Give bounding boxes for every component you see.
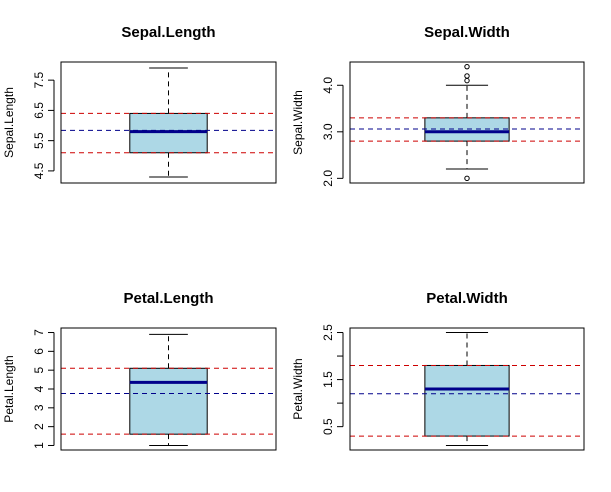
iqr-box [129, 112, 208, 154]
outlier-point [464, 73, 470, 79]
chart-title: Petal.Length [123, 290, 213, 307]
y-tick-label: 4.0 [321, 77, 335, 94]
panel-4: Petal.Width Petal.Width 0.5 1.5 2.5 [291, 290, 585, 451]
y-tick-label: 6.5 [32, 102, 46, 119]
iqr-box [424, 364, 510, 437]
outlier-point [464, 77, 470, 84]
panel-3: Petal.Length Petal.Length 1 2 3 4 5 6 7 [2, 290, 277, 451]
chart-title: Petal.Width [426, 290, 508, 307]
y-tick-label: 4.5 [32, 162, 46, 179]
y-axis-label: Petal.Length [2, 355, 16, 422]
plot-frame [349, 61, 585, 184]
chart-title: Sepal.Width [424, 24, 510, 41]
y-tick-label: 4 [32, 385, 46, 392]
plot-frame [349, 327, 585, 451]
y-axis-label: Sepal.Width [291, 90, 305, 155]
outlier-point [464, 63, 470, 70]
y-tick-label: 3.0 [321, 123, 335, 140]
y-tick-label: 7 [32, 329, 46, 336]
chart-title: Sepal.Length [121, 24, 215, 41]
y-axis-label: Sepal.Length [2, 87, 16, 158]
y-tick-label: 1 [32, 442, 46, 449]
y-tick-label: 7.5 [32, 71, 46, 88]
y-tick-label: 3 [32, 404, 46, 411]
outlier-point [464, 175, 470, 182]
y-tick-label: 0.5 [321, 418, 335, 435]
iqr-box [129, 367, 208, 435]
plot-frame [60, 61, 277, 184]
y-tick-label: 2.5 [321, 324, 335, 341]
panel-1: Sepal.Length Sepal.Length 4.5 5.5 6.5 7.5 [2, 24, 277, 184]
y-tick-label: 2 [32, 423, 46, 430]
plot-frame [60, 327, 277, 451]
y-tick-label: 6 [32, 348, 46, 355]
y-tick-label: 1.5 [321, 371, 335, 388]
y-tick-label: 5.5 [32, 132, 46, 149]
y-axis-label: Petal.Width [291, 358, 305, 419]
panel-2: Sepal.Width Sepal.Width 2.0 3.0 4.0 [291, 24, 585, 187]
y-tick-label: 2.0 [321, 170, 335, 187]
y-tick-label: 5 [32, 367, 46, 374]
